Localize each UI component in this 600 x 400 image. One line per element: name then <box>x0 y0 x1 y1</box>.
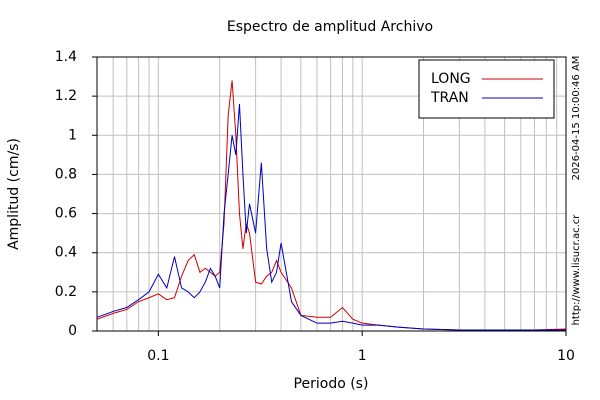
y-tick-label: 0.4 <box>55 245 77 261</box>
x-tick-label: 1 <box>358 348 367 364</box>
source-url: http://www.lisucr.ac.cr <box>571 214 582 326</box>
series-line <box>96 103 566 331</box>
y-tick-label: 1 <box>68 127 77 143</box>
y-tick-label: 0.2 <box>55 284 77 300</box>
x-axis-label: Periodo (s) <box>294 376 369 392</box>
y-axis-label: Amplitud (cm/s) <box>6 138 22 250</box>
y-tick-label: 1.4 <box>55 49 77 65</box>
timestamp: 2026-04-15 10:00:46 AM <box>571 56 582 181</box>
legend-box <box>418 59 555 119</box>
x-tick-label: 0.1 <box>147 348 169 364</box>
chart-title: Espectro de amplitud Archivo <box>227 19 433 35</box>
x-tick-label: 10 <box>557 348 575 364</box>
y-tick-label: 0.6 <box>55 206 77 222</box>
y-tick-label: 0.8 <box>55 166 77 182</box>
legend-label: TRAN <box>430 90 469 106</box>
plot-frame <box>96 56 567 332</box>
y-tick-label: 0 <box>68 323 77 339</box>
y-tick-label: 1.2 <box>55 88 77 104</box>
legend-label: LONG <box>431 71 471 87</box>
series-line <box>96 80 567 331</box>
